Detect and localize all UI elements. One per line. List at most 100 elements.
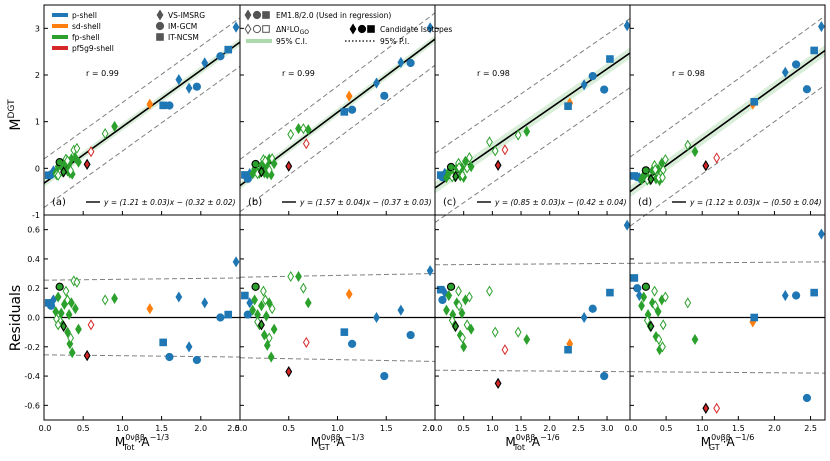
- residual-point: [243, 310, 252, 319]
- residual-point: [443, 304, 450, 316]
- residual-point: [75, 323, 82, 335]
- legend-shell: p-shell sd-shell fp-shell pf5g9-shell VS-IMS…: [52, 9, 205, 53]
- legend-open-label: ΔN²LOGO: [276, 25, 309, 36]
- x-tick-label: 1.0: [486, 424, 499, 433]
- data-point: [651, 164, 659, 176]
- data-point: [216, 52, 225, 61]
- residual-point: [165, 352, 174, 362]
- x-axis-label: M0νββ GT ·A−1/3: [311, 433, 365, 452]
- panel-label: (a): [52, 197, 66, 208]
- prediction-band-upper: [435, 18, 630, 154]
- residual-point: [630, 274, 639, 282]
- legend-candidate-label: Candidate Isotopes: [380, 25, 452, 34]
- data-point: [397, 56, 405, 68]
- x-axis-label-main: M: [311, 435, 321, 449]
- y-tick-label-bottom: 0.4: [27, 255, 40, 264]
- legend-filled-square: [262, 11, 270, 19]
- residual-point: [588, 304, 597, 313]
- data-point: [373, 77, 380, 89]
- residual-point: [691, 333, 699, 346]
- residual-point: [818, 228, 825, 240]
- panels: 0.0 0.5 1.0 1.5 2.0 2.5-10123-0.6-0.4-0.20.00…: [24, 4, 826, 452]
- residual-point: [254, 316, 261, 328]
- data-point: [146, 98, 154, 110]
- x-tick-label: 0.5: [77, 424, 90, 433]
- residual-point: [232, 256, 240, 268]
- y-tick-label-top: 3: [35, 24, 40, 33]
- legend-cand-diamond: [349, 23, 357, 35]
- residual-point: [606, 288, 614, 297]
- data-point: [101, 128, 109, 140]
- data-point: [662, 153, 669, 166]
- residual-point: [623, 219, 630, 231]
- residual-point: [684, 297, 692, 309]
- x-tick-label: 2.5: [572, 424, 585, 433]
- x-tick-label: 1.0: [116, 424, 129, 433]
- legend-marker-VS-IMSRG: [156, 9, 164, 21]
- legend-open-label-sub: GO: [300, 29, 310, 36]
- data-point: [111, 120, 118, 132]
- legend-interaction: EM1.8/2.0 (Used in regression)ΔN²LOGO95%…: [244, 9, 452, 46]
- data-point: [265, 164, 273, 176]
- x-axis-label-tail: ·A: [138, 435, 151, 449]
- x-tick-label: 0.0: [430, 424, 443, 433]
- residual-point: [466, 291, 473, 303]
- residual-point: [491, 326, 499, 338]
- residual-point: [792, 291, 801, 300]
- data-point: [287, 128, 295, 140]
- legend-open-square: [262, 25, 270, 33]
- data-point: [304, 124, 312, 136]
- residual-point: [159, 338, 167, 347]
- residual-point: [643, 314, 651, 326]
- data-point: [588, 71, 597, 81]
- x-axis-label-sub: Tot: [512, 443, 525, 452]
- y-tick-label-top: 0: [35, 164, 40, 173]
- residual-point: [486, 285, 493, 297]
- panel-label: (d): [638, 197, 652, 208]
- data-point: [623, 20, 630, 32]
- x-tick-label: 1.5: [732, 424, 745, 433]
- panel-3: 0.0 0.5 1.0 1.5 2.0 2.5 3.0 (c) r = 0.98 y = (0.8…: [430, 4, 631, 452]
- residual-point: [345, 288, 353, 300]
- residual-point: [262, 310, 270, 322]
- data-point: [295, 123, 302, 135]
- residual-point: [455, 300, 463, 312]
- prediction-band-lower: [630, 84, 825, 227]
- residual-point: [448, 314, 456, 326]
- residual-point: [224, 310, 233, 319]
- data-point: [792, 60, 801, 69]
- residual-point: [654, 306, 662, 318]
- data-point: [75, 156, 82, 168]
- data-point: [606, 55, 614, 63]
- residual-point: [340, 328, 349, 336]
- residual-point: [267, 351, 275, 363]
- residual-point: [265, 332, 273, 344]
- residual-point: [62, 285, 70, 297]
- residual-point: [64, 294, 71, 306]
- residual-point: [249, 304, 257, 316]
- residual-point: [373, 311, 380, 324]
- data-point: [340, 108, 349, 116]
- fit-equation: y = (1.21 ± 0.03)x − (0.32 ± 0.02): [103, 198, 236, 207]
- residual-point: [460, 341, 468, 353]
- legend-open-circle: [252, 24, 262, 34]
- residual-point: [426, 265, 434, 277]
- data-point: [406, 58, 415, 68]
- legend-label-p-shell: p-shell: [72, 11, 97, 20]
- data-point: [713, 152, 721, 164]
- x-tick-label: 2.0: [422, 424, 435, 433]
- x-axis-label-sub: GT: [709, 443, 720, 452]
- residual-point: [304, 297, 312, 309]
- y-tick-label-top: 2: [35, 71, 40, 80]
- x-tick-label: 3.0: [601, 424, 614, 433]
- data-point: [87, 146, 95, 158]
- data-point: [564, 102, 572, 110]
- data-point: [60, 166, 68, 178]
- legend-ci-label: 95% C.I.: [276, 37, 307, 46]
- residual-point: [285, 366, 293, 378]
- data-point: [514, 129, 522, 141]
- residual-point: [523, 333, 531, 346]
- residual-point: [60, 320, 68, 332]
- data-point: [224, 45, 233, 54]
